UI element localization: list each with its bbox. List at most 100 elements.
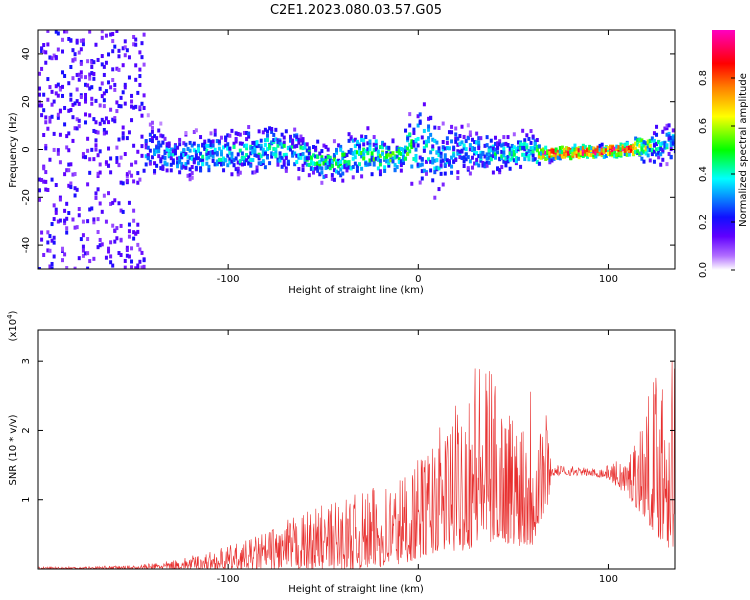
spectrogram-cell — [544, 156, 548, 161]
spectrogram-cell — [40, 178, 44, 183]
spectrogram-cell — [341, 152, 345, 157]
spectrogram-cell — [563, 147, 567, 152]
spectrogram-cell — [125, 48, 129, 53]
spectrogram-cell — [414, 158, 418, 163]
spectrogram-cell — [46, 97, 50, 102]
spectrogram-cell — [318, 159, 322, 164]
spectrogram-cell — [445, 146, 449, 151]
spectrogram-cell — [251, 158, 255, 163]
spectrogram-cell — [592, 146, 596, 151]
spectrogram-cell — [663, 144, 667, 149]
spectrogram-cell — [539, 151, 543, 156]
spectrogram-cell — [525, 145, 529, 150]
spectrogram-cell — [397, 151, 401, 156]
spectrogram-cell — [109, 85, 113, 90]
spectrogram-cell — [301, 140, 305, 145]
spectrogram-cell — [150, 139, 154, 144]
spectrogram-cell — [81, 219, 85, 224]
spectrogram-cell — [590, 146, 594, 151]
spectrogram-marks — [38, 30, 675, 269]
spectrogram-cell — [77, 213, 81, 218]
spectrogram-cell — [215, 152, 219, 157]
spectrogram-cell — [265, 129, 269, 134]
spectrogram-cell — [203, 142, 207, 147]
spectrogram-cell — [324, 174, 328, 179]
spectrogram-cell — [314, 147, 318, 152]
spectrogram-cell — [40, 230, 44, 235]
spectrogram-cell — [81, 42, 85, 47]
spectrogram-cell — [297, 153, 301, 158]
spectrogram-cell — [307, 173, 311, 178]
x-tick-label: 100 — [599, 274, 618, 285]
spectrogram-cell — [54, 210, 58, 215]
spectrogram-cell — [376, 157, 380, 162]
spectrogram-cell — [201, 142, 205, 147]
spectrogram-cell — [412, 130, 416, 135]
spectrogram-cell — [217, 139, 221, 144]
spectrogram-cell — [491, 170, 495, 175]
spectrogram-cell — [75, 187, 79, 192]
spectrogram-cell — [272, 152, 276, 157]
spectrogram-cell — [50, 114, 54, 119]
spectrogram-cell — [245, 146, 249, 151]
spectrogram-cell — [443, 153, 447, 158]
spectrogram-cell — [284, 156, 288, 161]
spectrogram-cell — [619, 147, 623, 152]
spectrogram-cell — [332, 155, 336, 160]
spectrogram-cell — [261, 152, 265, 157]
spectrogram-cell — [67, 108, 71, 113]
spectrogram-cell — [153, 134, 157, 139]
spectrogram-cell — [150, 125, 154, 130]
spectrogram-cell — [353, 149, 357, 154]
spectrogram-cell — [261, 147, 265, 152]
spectrogram-cell — [276, 162, 280, 167]
spectrogram-cell — [134, 63, 138, 68]
spectrogram-cell — [454, 139, 458, 144]
spectrogram-cell — [477, 146, 481, 151]
spectrogram-cell — [167, 152, 171, 157]
spectrogram-cell — [167, 148, 171, 153]
spectrogram-cell — [659, 162, 663, 167]
spectrogram-cell — [54, 55, 58, 60]
spectrogram-cell — [332, 139, 336, 144]
spectrogram-cell — [77, 101, 81, 106]
spectrogram-cell — [422, 168, 426, 173]
spectrogram-cell — [94, 143, 98, 148]
spectrogram-cell — [117, 67, 121, 72]
spectrogram-cell — [358, 162, 362, 167]
spectrogram-cell — [224, 138, 228, 143]
spectrogram-cell — [295, 143, 299, 148]
spectrogram-cell — [186, 154, 190, 159]
spectrogram-cell — [475, 161, 479, 166]
spectrogram-cell — [56, 151, 60, 156]
spectrogram-cell — [422, 140, 426, 145]
spectrogram-cell — [502, 153, 506, 158]
spectrogram-cell — [640, 151, 644, 156]
spectrogram-cell — [276, 143, 280, 148]
spectrogram-cell — [431, 160, 435, 165]
spectrogram-cell — [96, 173, 100, 178]
spectrogram-cell — [477, 154, 481, 159]
spectrogram-cell — [470, 146, 474, 151]
spectrogram-cell — [489, 138, 493, 143]
spectrogram-cell — [107, 146, 111, 151]
spectrogram-cell — [184, 142, 188, 147]
spectrogram-cell — [92, 128, 96, 133]
spectrogram-cell — [63, 73, 67, 78]
spectrogram-cell — [408, 112, 412, 117]
spectrogram-cell — [58, 87, 62, 92]
spectrogram-cell — [360, 166, 364, 171]
spectrogram-cell — [410, 164, 414, 169]
spectrogram-cell — [207, 143, 211, 148]
spectrogram-cell — [385, 150, 389, 155]
spectrogram-cell — [661, 157, 665, 162]
spectrogram-cell — [75, 87, 79, 92]
spectrogram-cell — [163, 160, 167, 165]
spectrogram-cell — [119, 95, 123, 100]
spectrogram-cell — [429, 150, 433, 155]
spectrogram-cell — [113, 198, 117, 203]
spectrogram-cell — [140, 265, 144, 269]
spectrogram-cell — [642, 143, 646, 148]
spectrogram-cell — [159, 143, 163, 148]
spectrogram-cell — [117, 201, 121, 206]
